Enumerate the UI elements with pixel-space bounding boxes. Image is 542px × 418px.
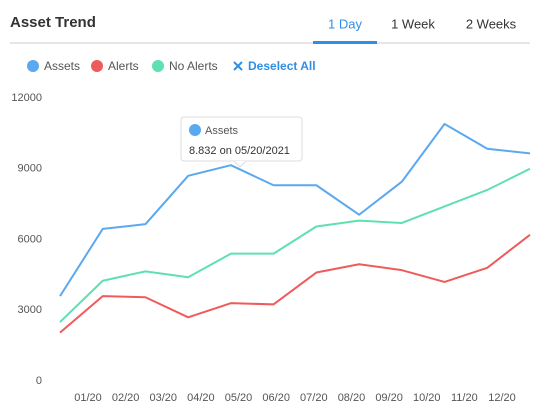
chart-title: Asset Trend (10, 14, 96, 31)
deselect-all[interactable]: Deselect All (248, 59, 316, 73)
legend-label[interactable]: Assets (44, 59, 80, 73)
tab[interactable]: 1 Week (391, 16, 435, 31)
tooltip-pointer (233, 160, 247, 168)
legend-label[interactable]: No Alerts (169, 59, 218, 73)
active-tab-underline (313, 41, 377, 44)
x-tick-label: 01/20 (74, 392, 102, 404)
y-tick-label: 9000 (18, 163, 42, 175)
deselect-icon (233, 61, 243, 71)
tooltip-series: Assets (205, 125, 239, 137)
tooltip-text: 8.832 on 05/20/2021 (189, 145, 290, 157)
tab[interactable]: 1 Day (328, 16, 362, 31)
y-tick-label: 3000 (18, 304, 42, 316)
x-tick-label: 06/20 (262, 392, 290, 404)
x-tick-label: 11/20 (451, 392, 478, 404)
series-line (59, 167, 531, 323)
x-tick-label: 08/20 (338, 392, 366, 404)
y-tick-label: 0 (36, 375, 42, 387)
x-tick-label: 02/20 (112, 392, 140, 404)
tab[interactable]: 2 Weeks (466, 16, 517, 31)
tooltip-marker (189, 124, 201, 136)
series-line (59, 122, 531, 297)
x-tick-label: 12/20 (488, 392, 516, 404)
legend-marker[interactable] (27, 60, 39, 72)
x-tick-label: 07/20 (300, 392, 328, 404)
x-tick-label: 09/20 (375, 392, 403, 404)
x-tick-label: 10/20 (413, 392, 441, 404)
series-line (59, 233, 531, 334)
x-tick-label: 03/20 (150, 392, 178, 404)
y-tick-label: 12000 (11, 92, 42, 104)
x-tick-label: 05/20 (225, 392, 253, 404)
legend-marker[interactable] (91, 60, 103, 72)
legend-label[interactable]: Alerts (108, 59, 139, 73)
x-tick-label: 04/20 (187, 392, 215, 404)
legend-marker[interactable] (152, 60, 164, 72)
y-tick-label: 6000 (18, 233, 42, 245)
